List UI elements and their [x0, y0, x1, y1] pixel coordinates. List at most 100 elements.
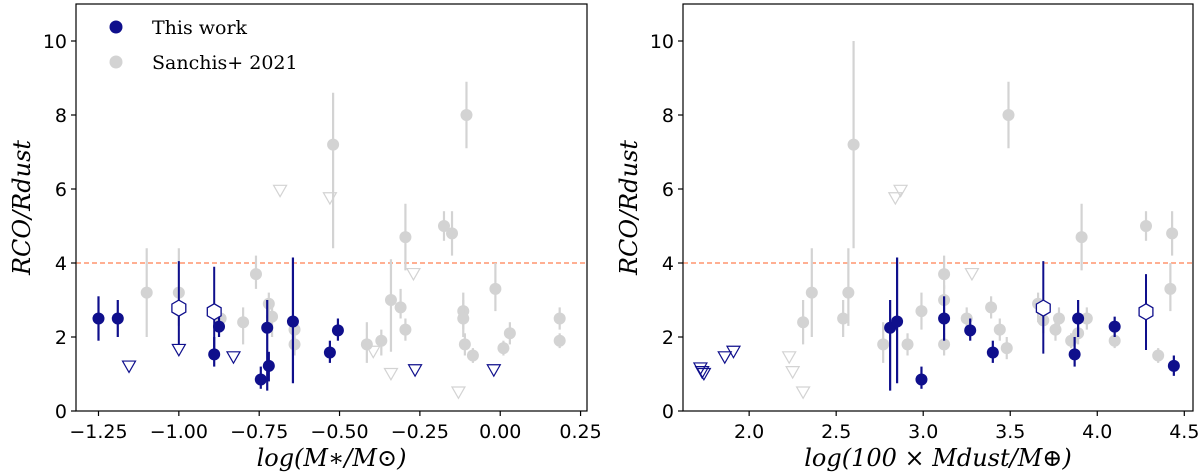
this-work-point [208, 348, 221, 361]
sanchis-point [237, 316, 250, 329]
sanchis-upper-limit [893, 184, 909, 198]
sanchis-point [847, 138, 860, 151]
sanchis-point [877, 338, 890, 351]
right-panel-dust-mass: 2.0 2.5 3.0 3.5 4.0 4.5 0 2 4 6 8 10 log(100 × Mdust… [615, 3, 1199, 472]
this-work-point [915, 373, 928, 386]
this-work-hexagon [1138, 303, 1154, 321]
y-tick-label: 8 [55, 105, 67, 127]
sanchis-point [985, 301, 998, 314]
this-work-hexagon [206, 303, 222, 321]
sanchis-point [460, 109, 473, 121]
this-work-point [986, 346, 999, 359]
sanchis-point [1166, 227, 1179, 240]
this-work-point [1072, 312, 1085, 325]
this-work-upper-limit [696, 367, 712, 382]
this-work-upper-limit [121, 360, 137, 374]
sanchis-point [938, 268, 951, 281]
sanchis-point [140, 286, 153, 299]
y-tick-label: 2 [55, 327, 67, 349]
sanchis-upper-limit [365, 345, 381, 359]
x-tick-label: −0.50 [310, 421, 368, 443]
this-work-hexagon [171, 299, 187, 317]
sanchis-upper-limit [383, 367, 399, 382]
this-work-upper-limit [225, 351, 242, 365]
this-work-point [111, 312, 124, 325]
y-tick-label: 6 [662, 179, 674, 201]
sanchis-point [360, 338, 373, 351]
x-tick-label: 4.5 [1169, 421, 1199, 443]
sanchis-point [1000, 342, 1013, 355]
sanchis-point [446, 227, 459, 240]
sanchis-point [805, 286, 818, 299]
sanchis-upper-limit [322, 192, 338, 206]
sanchis-point [399, 231, 412, 244]
sanchis-upper-limit [781, 351, 797, 365]
legend-label-sanchis: Sanchis+ 2021 [152, 52, 298, 74]
sanchis-point [1075, 231, 1088, 244]
sanchis-point [1002, 109, 1015, 121]
x-tick-label: 0.25 [559, 421, 601, 443]
sanchis-point [842, 286, 855, 299]
sanchis-upper-limit [272, 184, 288, 198]
y-tick-label: 10 [43, 31, 67, 53]
this-work-point [213, 320, 226, 333]
sanchis-point [1140, 220, 1153, 232]
sanchis-point [458, 338, 471, 351]
y-tick-label: 10 [650, 31, 674, 53]
sanchis-point [797, 316, 810, 329]
sanchis-point [901, 338, 914, 351]
legend-label-this-work: This work [152, 17, 248, 39]
sanchis-point [497, 342, 510, 355]
sanchis-point [938, 338, 951, 351]
sanchis-point [266, 310, 279, 323]
x-tick-label: 4.0 [1082, 421, 1112, 443]
this-work-point [323, 346, 336, 359]
this-work-point [262, 359, 275, 372]
y-tick-label: 0 [55, 401, 67, 423]
x-tick-label: −1.00 [150, 421, 208, 443]
x-axis-label: log(100 × Mdust/M⊕) [804, 444, 1072, 472]
sanchis-upper-limit [887, 192, 903, 206]
sanchis-point [327, 138, 340, 151]
legend: This work Sanchis+ 2021 [109, 17, 298, 74]
sanchis-point [1080, 312, 1093, 325]
sanchis-point [466, 349, 479, 362]
x-tick-label: 2.5 [821, 421, 851, 443]
x-tick-label: 3.5 [995, 421, 1025, 443]
plot-frame [75, 3, 588, 412]
this-work-point [254, 373, 267, 386]
y-axis-label: RCO/Rdust [615, 140, 643, 276]
this-work-point [891, 315, 904, 328]
sanchis-point [553, 312, 566, 325]
sanchis-point [399, 323, 412, 336]
sanchis-point [1164, 282, 1177, 295]
y-tick-label: 6 [55, 179, 67, 201]
this-work-upper-limit [725, 345, 742, 359]
y-tick-label: 0 [662, 401, 674, 423]
x-axis-label: log(M∗/M⊙) [257, 444, 407, 472]
sanchis-upper-limit [450, 386, 466, 400]
sanchis-point [993, 323, 1006, 336]
sanchis-point [384, 294, 397, 306]
sanchis-point [553, 334, 566, 347]
this-work-upper-limit [486, 364, 502, 378]
sanchis-point [437, 220, 450, 232]
legend-marker-sanchis [109, 55, 123, 69]
this-work-hexagon [1035, 299, 1051, 317]
sanchis-point [1108, 334, 1121, 347]
sanchis-point [457, 312, 470, 325]
sanchis-upper-limit [795, 386, 811, 400]
sanchis-point [288, 338, 301, 351]
x-tick-label: 2.0 [734, 421, 764, 443]
left-panel-mass: −1.25 −1.00 −0.75 −0.50 −0.25 0.00 0.25 0 2 4 6 8 10… [8, 3, 602, 472]
sanchis-point [837, 312, 850, 325]
this-work-point [261, 321, 274, 334]
x-tick-label: 0.00 [479, 421, 521, 443]
sanchis-point [503, 327, 516, 340]
this-work-point [92, 312, 105, 325]
this-work-point [1068, 348, 1081, 361]
legend-marker-this-work [109, 20, 123, 34]
y-tick-label: 8 [662, 105, 674, 127]
sanchis-point [1052, 312, 1065, 325]
